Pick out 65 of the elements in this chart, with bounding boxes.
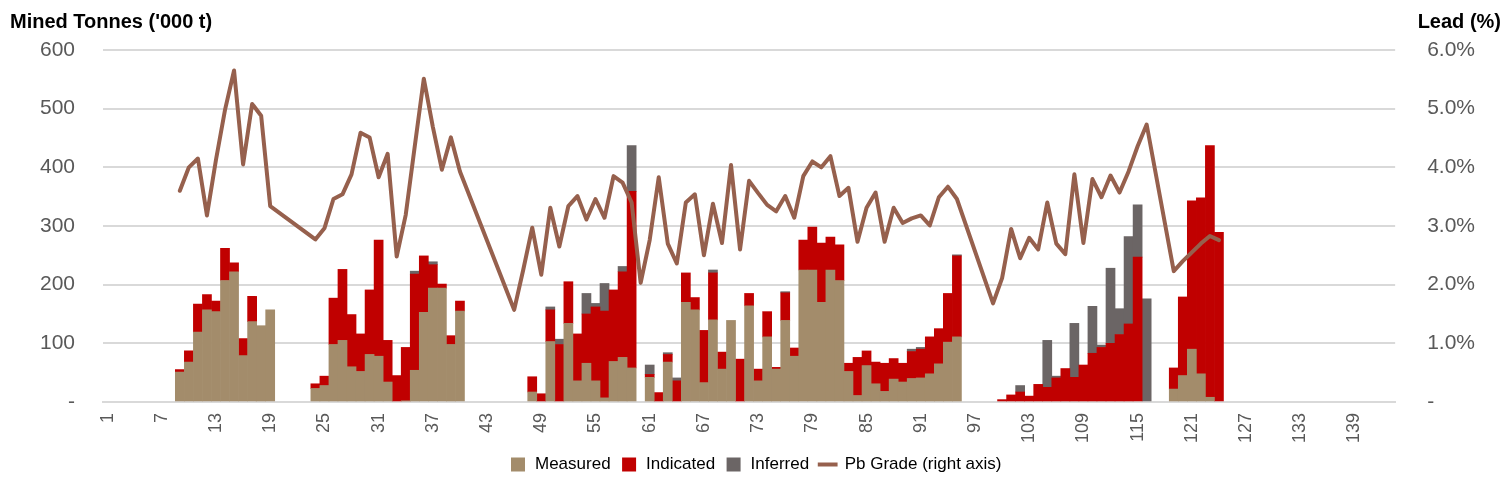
y-axis-title: Mined Tonnes ('000 t) [10,9,213,32]
x-tick-label: 127 [1235,412,1256,444]
x-tick-label: 73 [747,412,768,433]
legend-label: Inferred [750,454,810,474]
x-tick-label: 91 [909,412,930,433]
bar [1069,323,1080,378]
x-tick-label: 31 [367,412,388,433]
bar [780,292,791,321]
y2-axis-title: Lead (%) [1417,9,1501,32]
x-tick-label: 43 [476,412,497,433]
y-tick-label: 600 [39,36,76,60]
y2-tick-label: 4.0% [1427,154,1476,178]
x-tick-label: 97 [963,412,984,433]
y-tick-label: - [68,388,76,412]
bar [662,361,673,402]
bar [527,376,538,393]
x-tick-label: 133 [1289,412,1310,444]
y-tick-label: 300 [39,212,76,236]
x-tick-label: 85 [855,412,876,433]
y-tick-label: 200 [39,271,76,295]
x-tick-label: 115 [1126,412,1147,442]
x-tick-label: 13 [204,412,225,433]
bar [744,293,754,307]
x-tick-label: 1 [96,412,117,423]
bar [174,369,185,373]
bar [1141,298,1152,402]
bar [563,281,574,324]
x-tick-label: 61 [638,412,659,433]
y2-tick-label: 3.0% [1427,212,1476,236]
bar [708,272,718,321]
x-tick-label: 103 [1018,412,1039,444]
x-tick-label: 79 [801,412,822,433]
x-tick-label: 121 [1180,412,1201,444]
x-tick-label: 25 [313,412,334,433]
x-tick-label: 109 [1072,412,1093,444]
x-tick-label: 7 [150,412,171,423]
x-tick-label: 55 [584,412,605,433]
bar [626,145,637,192]
y2-tick-label: 5.0% [1427,95,1476,119]
x-tick-label: 67 [692,412,713,433]
bar [662,354,673,363]
x-tick-label: 37 [421,412,442,433]
bar [545,309,556,342]
bar [762,311,773,338]
y-tick-label: 100 [39,330,76,354]
x-tick-label: 19 [259,412,280,433]
bar [1015,385,1025,393]
y2-tick-label: 2.0% [1427,271,1476,295]
legend-label: Pb Grade (right axis) [844,454,1002,474]
x-tick-label: 49 [530,412,551,433]
legend-label: Measured [534,454,611,474]
bar [247,296,257,322]
bar [644,377,655,402]
bar [545,341,556,402]
bar [455,300,465,312]
x-tick-label: 139 [1343,412,1364,444]
bar [527,391,538,402]
legend-label: Indicated [646,454,716,474]
y-tick-label: 400 [39,154,76,178]
y2-tick-label: - [1427,388,1435,412]
y2-tick-label: 6.0% [1427,36,1476,60]
y2-tick-label: 1.0% [1427,330,1476,354]
y-tick-label: 500 [39,95,76,119]
bar [644,364,655,375]
bar [554,344,565,402]
